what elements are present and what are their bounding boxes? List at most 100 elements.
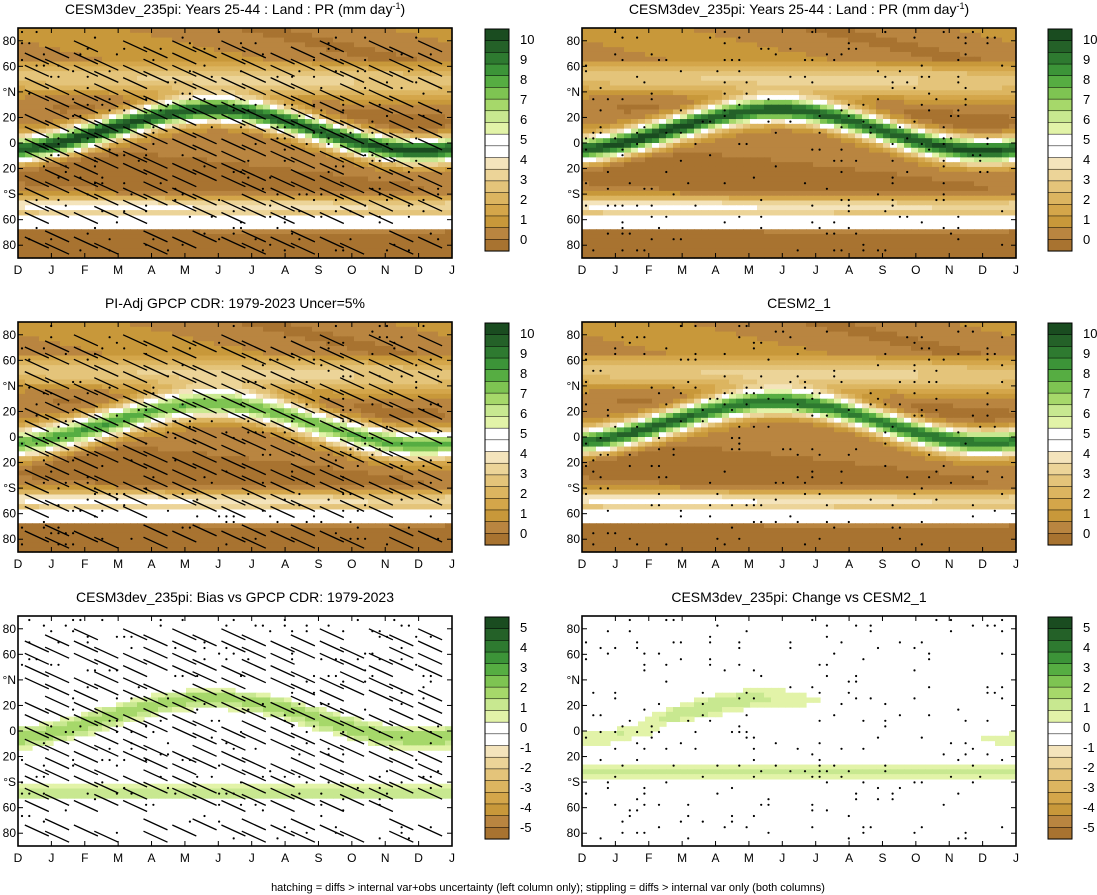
stipple-dot (189, 216, 191, 218)
heatmap-cell (123, 229, 131, 234)
stipple-dot (116, 221, 118, 223)
heatmap-cell (158, 167, 166, 172)
heatmap-cell (221, 229, 229, 234)
stipple-dot (87, 48, 89, 50)
heatmap-cell (701, 114, 709, 119)
heatmap-cell (81, 186, 89, 191)
heatmap-cell (666, 100, 674, 105)
heatmap-cell (200, 143, 208, 148)
heatmap-cell (284, 177, 292, 182)
stipple-dot (36, 199, 38, 201)
heatmap-cell (39, 52, 47, 57)
heatmap-cell (953, 66, 961, 71)
heatmap-cell (827, 76, 835, 81)
heatmap-cell (102, 81, 110, 86)
heatmap-cell (897, 52, 905, 57)
heatmap-cell (596, 71, 604, 76)
heatmap-cell (925, 62, 933, 67)
heatmap-cell (694, 138, 702, 143)
heatmap-cell (438, 201, 446, 206)
heatmap-cell (988, 138, 996, 143)
heatmap-cell (354, 28, 362, 33)
heatmap-cell (67, 172, 75, 177)
heatmap-cell (771, 90, 779, 95)
stipple-dot (335, 48, 337, 50)
heatmap-cell (974, 57, 982, 62)
heatmap-cell (974, 38, 982, 43)
heatmap-cell (722, 153, 730, 158)
heatmap-cell (666, 81, 674, 86)
heatmap-cell (179, 148, 187, 153)
heatmap-cell (235, 196, 243, 201)
heatmap-cell (764, 148, 772, 153)
heatmap-cell (813, 95, 821, 100)
heatmap-cell (582, 105, 590, 110)
heatmap-cell (207, 133, 215, 138)
heatmap-cell (960, 109, 968, 114)
heatmap-cell (221, 71, 229, 76)
stipple-dot (386, 81, 388, 83)
heatmap-cell (589, 109, 597, 114)
heatmap-cell (848, 90, 856, 95)
heatmap-cell (617, 124, 625, 129)
heatmap-cell (214, 38, 222, 43)
heatmap-cell (179, 248, 187, 253)
heatmap-cell (424, 148, 432, 153)
heatmap-cell (932, 52, 940, 57)
heatmap-cell (256, 133, 264, 138)
heatmap-cell (291, 66, 299, 71)
heatmap-cell (165, 33, 173, 38)
heatmap-cell (368, 172, 376, 177)
heatmap-cell (722, 33, 730, 38)
heatmap-cell (708, 62, 716, 67)
heatmap-cell (221, 205, 229, 210)
heatmap-cell (46, 133, 54, 138)
heatmap-cell (221, 186, 229, 191)
heatmap-cell (666, 114, 674, 119)
heatmap-cell (932, 47, 940, 52)
heatmap-cell (722, 148, 730, 153)
heatmap-cell (375, 52, 383, 57)
heatmap-cell (918, 148, 926, 153)
heatmap-cell (102, 191, 110, 196)
heatmap-cell (799, 42, 807, 47)
y-tick-label: 60 (3, 59, 17, 73)
heatmap-cell (890, 129, 898, 134)
heatmap-cell (60, 244, 68, 249)
heatmap-cell (1002, 90, 1010, 95)
heatmap-cell (431, 38, 439, 43)
heatmap-cell (603, 57, 611, 62)
stipple-dot (298, 115, 300, 117)
heatmap-cell (32, 244, 40, 249)
heatmap-cell (603, 148, 611, 153)
heatmap-cell (596, 81, 604, 86)
heatmap-cell (610, 71, 618, 76)
heatmap-cell (74, 167, 82, 172)
stipple-dot (123, 182, 125, 184)
heatmap-cell (53, 42, 61, 47)
heatmap-cell (659, 38, 667, 43)
heatmap-cell (67, 76, 75, 81)
heatmap-cell (988, 62, 996, 67)
heatmap-cell (960, 138, 968, 143)
heatmap-cell (820, 62, 828, 67)
x-tick-label: A (281, 263, 289, 277)
stipple-dot (182, 154, 184, 156)
heatmap-cell (116, 229, 124, 234)
heatmap-cell (596, 119, 604, 124)
heatmap-cell (333, 100, 341, 105)
heatmap-cell (270, 143, 278, 148)
heatmap-cell (722, 100, 730, 105)
heatmap-cell (771, 100, 779, 105)
heatmap-cell (158, 95, 166, 100)
heatmap-cell (109, 205, 117, 210)
heatmap-cell (186, 114, 194, 119)
stipple-dot (240, 70, 242, 72)
heatmap-cell (74, 28, 82, 33)
heatmap-cell (312, 33, 320, 38)
heatmap-cell (799, 38, 807, 43)
heatmap-cell (939, 76, 947, 81)
heatmap-cell (848, 109, 856, 114)
heatmap-cell (904, 76, 912, 81)
heatmap-cell (645, 66, 653, 71)
